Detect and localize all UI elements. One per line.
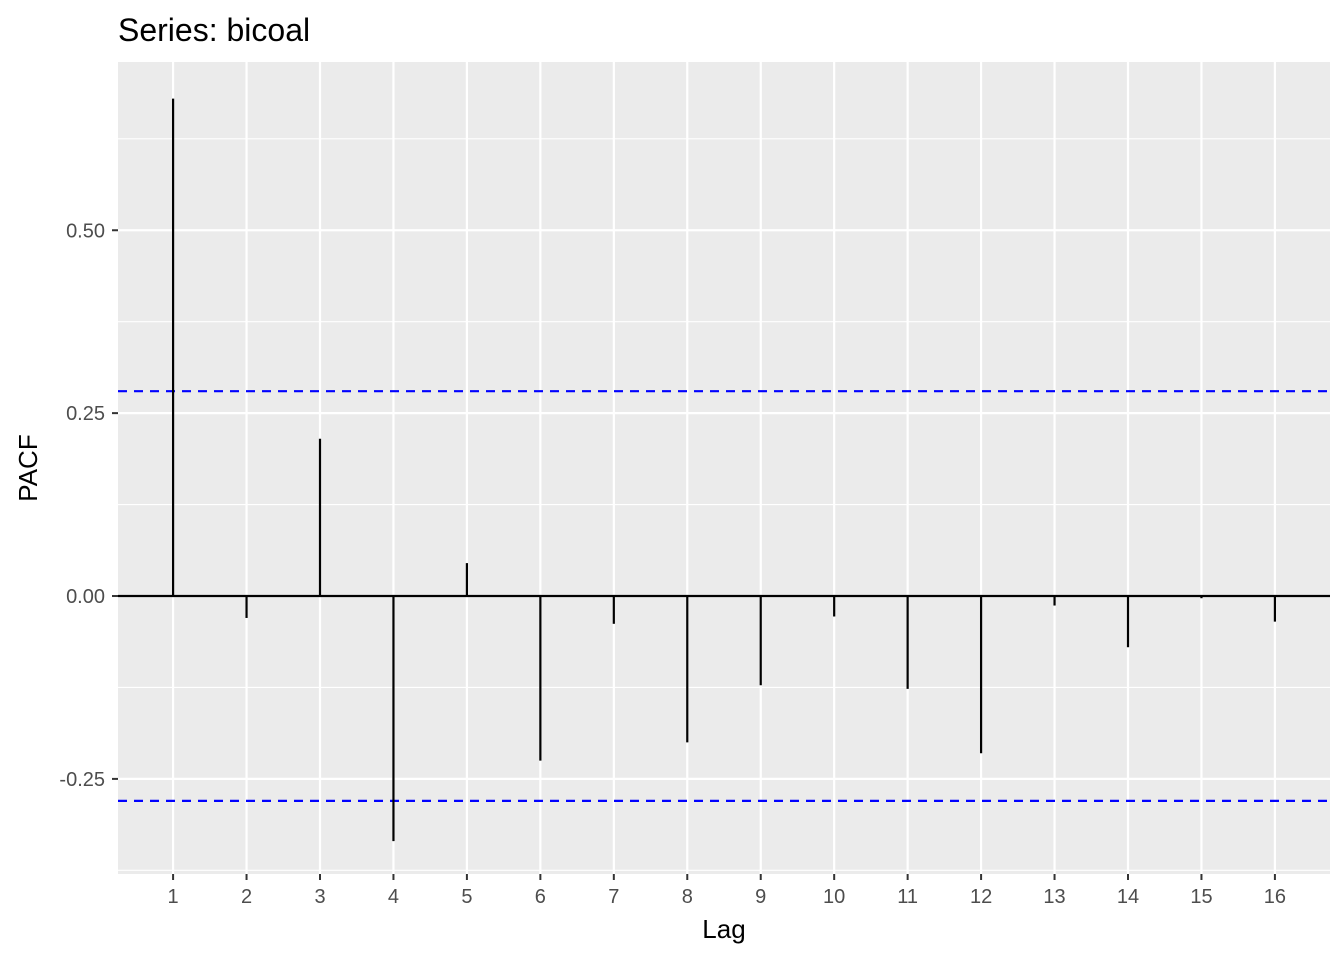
plot-panel bbox=[118, 62, 1330, 874]
pacf-bars bbox=[118, 98, 1330, 842]
x-tick-label: 13 bbox=[1043, 886, 1065, 908]
x-tick-label: 7 bbox=[608, 886, 619, 908]
y-axis-title: PACF bbox=[13, 434, 43, 501]
grid-major bbox=[118, 62, 1330, 874]
x-tick-label: 2 bbox=[241, 886, 252, 908]
x-axis: 1 2 3 4 5 6 7 8 9 10 11 12 13 14 15 16 bbox=[168, 874, 1286, 908]
y-tick-label: 0.25 bbox=[66, 403, 105, 425]
x-tick-label: 16 bbox=[1264, 886, 1286, 908]
y-tick-label: 0.00 bbox=[66, 586, 105, 608]
x-tick-label: 12 bbox=[970, 886, 992, 908]
x-tick-label: 10 bbox=[823, 886, 845, 908]
x-tick-label: 14 bbox=[1117, 886, 1139, 908]
x-axis-title: Lag bbox=[702, 914, 745, 944]
confidence-bounds bbox=[118, 390, 1330, 802]
x-tick-label: 8 bbox=[682, 886, 693, 908]
y-axis: -0.25 0.00 0.25 0.50 bbox=[59, 220, 118, 791]
x-tick-label: 9 bbox=[755, 886, 766, 908]
x-tick-label: 3 bbox=[314, 886, 325, 908]
x-tick-label: 1 bbox=[168, 886, 179, 908]
x-tick-label: 15 bbox=[1190, 886, 1212, 908]
x-tick-label: 11 bbox=[897, 886, 918, 908]
x-tick-label: 5 bbox=[461, 886, 472, 908]
y-tick-label: -0.25 bbox=[59, 769, 105, 791]
chart-title: Series: bicoal bbox=[118, 12, 310, 48]
x-tick-label: 6 bbox=[535, 886, 546, 908]
y-tick-label: 0.50 bbox=[66, 220, 105, 242]
x-tick-label: 4 bbox=[388, 886, 399, 908]
